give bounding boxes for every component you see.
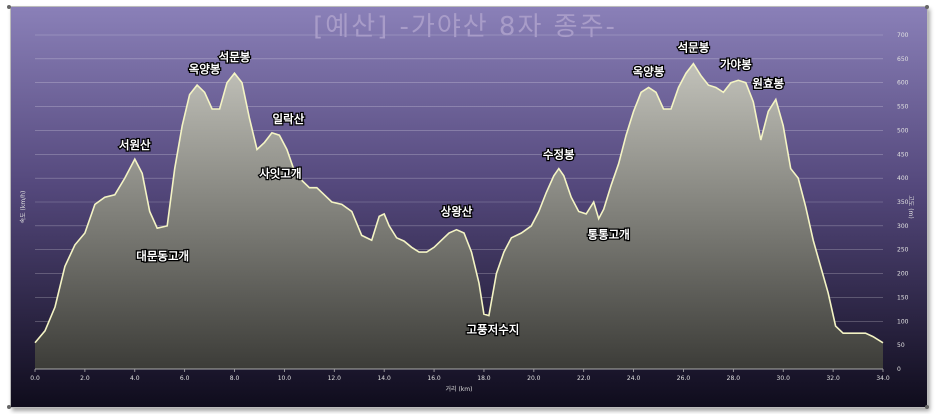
y-tick-label: 0 [897,366,901,373]
x-tick-label: 26.0 [677,375,691,382]
peak-label: 일락산 [273,112,305,126]
peak-label: 통통고개 [588,228,630,242]
peak-label: 원효봉 [752,76,784,90]
y-tick-label: 600 [897,80,909,87]
y-tick-label: 350 [897,199,909,206]
y-axis-label-left: 속도 (km/h) [19,191,27,224]
x-tick-label: 12.0 [328,375,342,382]
x-tick-label: 24.0 [627,375,641,382]
x-tick-label: 6.0 [180,375,190,382]
x-tick-label: 18.0 [477,375,491,382]
elevation-chart: 0.0 2.0 4.0 6.0 8.0 10.0 12.0 14.0 16.0 18.0 20.0 2… [11,7,927,407]
x-tick-label: 28.0 [727,375,741,382]
y-tick-label: 700 [897,32,909,39]
y-tick-label: 450 [897,151,909,158]
y-tick-label: 150 [897,294,909,301]
corner-pin-icon [925,5,929,9]
x-tick-label: 34.0 [876,375,890,382]
x-tick-label: 2.0 [80,375,90,382]
y-tick-labels: 0 50 100 150 200 250 300 350 400 450 500 550 600 650 7… [897,32,909,373]
x-tick-label: 16.0 [427,375,441,382]
x-tick-label: 32.0 [826,375,840,382]
peak-label: 수정봉 [543,148,575,162]
x-tick-label: 20.0 [527,375,541,382]
y-tick-label: 200 [897,271,909,278]
y-tick-label: 500 [897,127,909,134]
y-tick-label: 100 [897,318,909,325]
y-tick-label: 300 [897,223,909,230]
y-tick-label: 400 [897,175,909,182]
peak-label: 석문봉 [219,50,251,64]
x-tick-label: 8.0 [230,375,240,382]
corner-pin-icon [7,405,11,409]
y-axis-label-right: 고도 (m) [907,195,914,218]
peak-label: 옥양봉 [189,62,221,76]
x-axis-label: 거리 (km) [446,385,473,393]
peak-labels: 서원산대문동고개옥양봉석문봉일락산사잇고개상왕산고풍저수지수정봉통통고개옥양봉석… [118,39,786,337]
x-tick-label: 14.0 [377,375,391,382]
peak-label: 대문동고개 [136,249,189,263]
x-tick-label: 0.0 [30,375,40,382]
peak-label: 서원산 [119,138,151,152]
corner-pin-icon [7,5,11,9]
y-tick-label: 250 [897,247,909,254]
x-tick-label: 22.0 [577,375,591,382]
corner-pin-icon [925,405,929,409]
y-tick-label: 650 [897,56,909,63]
chart-title: [예산] -가야산 8자 종주- [313,12,617,42]
elevation-area [35,63,883,369]
peak-label: 가야봉 [720,57,752,71]
chart-frame: 0.0 2.0 4.0 6.0 8.0 10.0 12.0 14.0 16.0 18.0 20.0 2… [10,6,928,408]
elevation-line [34,62,884,344]
x-tick-label: 30.0 [777,375,791,382]
peak-label: 옥양봉 [633,64,665,78]
y-tick-label: 50 [897,342,905,349]
peak-label: 석문봉 [678,41,710,55]
peak-label: 사잇고개 [259,167,301,181]
peak-label: 고풍저수지 [466,323,519,337]
x-tick-label: 10.0 [278,375,292,382]
peak-label: 상왕산 [441,205,473,219]
x-tick-label: 4.0 [130,375,140,382]
y-tick-label: 550 [897,104,909,111]
x-tick-labels: 0.0 2.0 4.0 6.0 8.0 10.0 12.0 14.0 16.0 18.0 20.0 2… [30,369,890,382]
